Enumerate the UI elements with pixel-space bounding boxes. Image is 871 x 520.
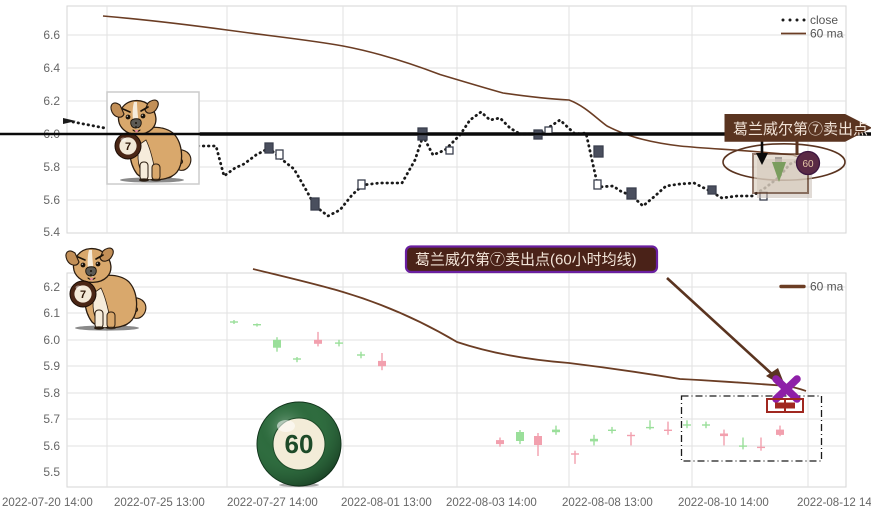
svg-text:5.6: 5.6 bbox=[43, 439, 60, 453]
svg-text:6.0: 6.0 bbox=[43, 333, 60, 347]
svg-text:6.6: 6.6 bbox=[43, 28, 60, 42]
svg-text:2022-08-10 14:00: 2022-08-10 14:00 bbox=[678, 497, 769, 509]
svg-text:60 ma: 60 ma bbox=[810, 280, 844, 294]
svg-text:2022-08-08 13:00: 2022-08-08 13:00 bbox=[562, 497, 653, 509]
svg-text:5.4: 5.4 bbox=[43, 225, 60, 239]
svg-text:5.8: 5.8 bbox=[43, 386, 60, 400]
svg-text:5.6: 5.6 bbox=[43, 193, 60, 207]
svg-text:5.9: 5.9 bbox=[43, 359, 60, 373]
svg-text:close: close bbox=[810, 13, 838, 27]
svg-text:5.8: 5.8 bbox=[43, 160, 60, 174]
svg-text:2022-07-20 14:00: 2022-07-20 14:00 bbox=[2, 497, 93, 509]
svg-text:6.4: 6.4 bbox=[43, 61, 60, 75]
svg-text:葛兰威尔第⑦卖出点: 葛兰威尔第⑦卖出点 bbox=[733, 120, 868, 138]
svg-text:2022-07-25 13:00: 2022-07-25 13:00 bbox=[114, 497, 205, 509]
svg-text:2022-08-03 14:00: 2022-08-03 14:00 bbox=[446, 497, 537, 509]
svg-text:2022-08-12 14:00: 2022-08-12 14:00 bbox=[797, 497, 871, 509]
svg-text:5.7: 5.7 bbox=[43, 412, 60, 426]
svg-text:6.1: 6.1 bbox=[43, 306, 60, 320]
svg-text:2022-07-27 14:00: 2022-07-27 14:00 bbox=[227, 497, 318, 509]
svg-text:6.2: 6.2 bbox=[43, 94, 60, 108]
svg-text:60 ma: 60 ma bbox=[810, 27, 844, 41]
svg-text:葛兰威尔第⑦卖出点(60小时均线): 葛兰威尔第⑦卖出点(60小时均线) bbox=[415, 251, 637, 269]
svg-text:2022-08-01 13:00: 2022-08-01 13:00 bbox=[341, 497, 432, 509]
svg-text:5.5: 5.5 bbox=[43, 465, 60, 479]
svg-text:60: 60 bbox=[802, 159, 814, 170]
svg-text:6.2: 6.2 bbox=[43, 280, 60, 294]
